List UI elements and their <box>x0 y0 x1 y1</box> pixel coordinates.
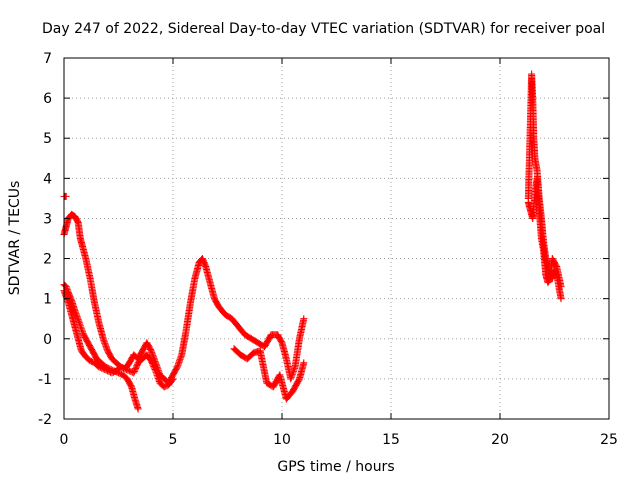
plus-markers <box>230 345 308 403</box>
x-tick-label: 0 <box>60 432 69 448</box>
x-tick-label: 5 <box>169 432 178 448</box>
series-track-e <box>230 345 308 403</box>
y-tick-label: 1 <box>43 292 52 308</box>
series-track-g <box>524 174 565 291</box>
y-tick-label: -2 <box>38 412 52 428</box>
grid-lines <box>64 58 609 419</box>
axis-ticks: 0 5 10 15 20 25 -2 -1 0 1 2 3 4 5 6 7 <box>38 51 618 448</box>
y-tick-label: 6 <box>43 91 52 107</box>
y-tick-label: 5 <box>43 131 52 147</box>
data-markers <box>60 70 565 413</box>
y-tick-label: 3 <box>43 211 52 227</box>
y-tick-label: 2 <box>43 252 52 268</box>
plus-markers <box>60 281 142 413</box>
plus-markers <box>524 174 565 291</box>
plot-frame <box>63 57 610 420</box>
y-tick-label: -1 <box>38 372 52 388</box>
chart-title: Day 247 of 2022, Sidereal Day-to-day VTE… <box>42 21 605 37</box>
x-tick-label: 10 <box>273 432 291 448</box>
x-tick-label: 20 <box>491 432 509 448</box>
y-tick-label: 4 <box>43 171 52 187</box>
y-tick-label: 7 <box>43 51 52 67</box>
series-track-d <box>60 192 70 200</box>
x-tick-label: 15 <box>382 432 400 448</box>
y-tick-label: 0 <box>43 332 52 348</box>
x-tick-label: 25 <box>600 432 618 448</box>
series-track-b <box>60 281 142 413</box>
plus-markers <box>60 192 70 200</box>
x-axis-label: GPS time / hours <box>277 459 394 475</box>
y-axis-label: SDTVAR / TECUs <box>7 181 23 296</box>
